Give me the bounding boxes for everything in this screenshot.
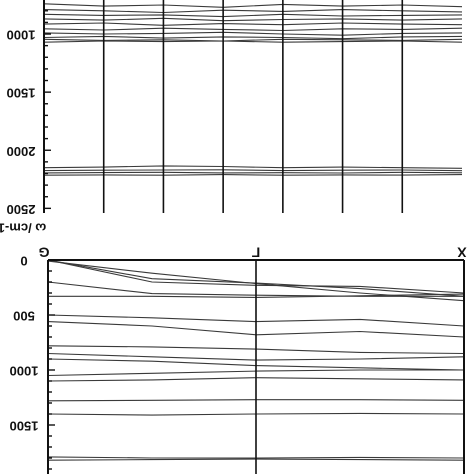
top-band-line-5 bbox=[43, 27, 463, 32]
bottom-y-tick-label: 1500 bbox=[10, 419, 39, 434]
top-band-line-3 bbox=[43, 17, 463, 22]
top-band-line-2 bbox=[43, 13, 463, 18]
top-y-tick-label: 2000 bbox=[7, 144, 36, 159]
bottom-kpoint-label-2: X bbox=[457, 244, 467, 260]
top-band-line-8 bbox=[43, 38, 463, 42]
top-band-line-10 bbox=[43, 165, 463, 169]
top-y-tick-label: 1000 bbox=[7, 28, 36, 43]
bottom-kpoint-label-0: G bbox=[38, 244, 49, 260]
bottom-y-tick-label: 500 bbox=[13, 309, 35, 324]
top-band-line-0 bbox=[43, 3, 463, 8]
top-panel: 1000 1500 2000 2500 ω /cm-1 bbox=[0, 0, 463, 236]
top-y-tick-label: 1500 bbox=[7, 86, 36, 101]
bottom-kpoint-label-1: Γ bbox=[251, 244, 260, 260]
top-band-line-1 bbox=[43, 9, 463, 14]
bottom-y-tick-label: 1000 bbox=[10, 364, 39, 379]
top-band-line-7 bbox=[43, 35, 463, 40]
top-band-line-13 bbox=[43, 174, 463, 176]
top-band-line-12 bbox=[43, 171, 463, 174]
top-y-axis-label: ω /cm-1 bbox=[0, 221, 46, 236]
top-band-line-4 bbox=[43, 22, 463, 26]
bottom-panel: GΓX0500100015002000 bbox=[10, 244, 467, 474]
top-band-line-6 bbox=[43, 31, 463, 36]
top-band-line-9 bbox=[43, 40, 463, 43]
top-y-tick-label: 2500 bbox=[7, 202, 36, 217]
top-band-line-11 bbox=[43, 169, 463, 172]
bottom-y-tick-label: 0 bbox=[20, 254, 27, 269]
